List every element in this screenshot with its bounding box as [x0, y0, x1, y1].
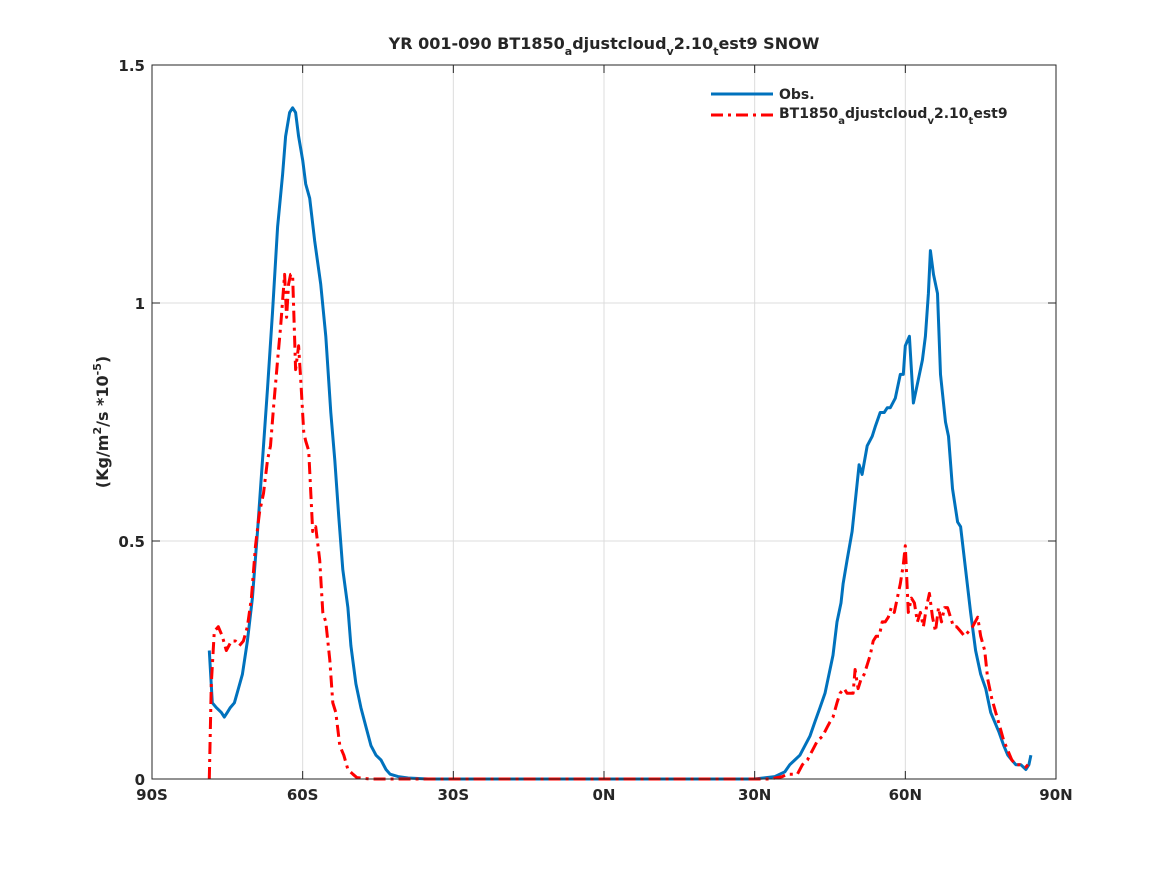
x-tick-label: 90S: [136, 786, 168, 804]
x-tick-label: 90N: [1039, 786, 1072, 804]
tick-labels: 90S 60S 30S 0N 30N 60N 90N 0 0.5 1 1.5: [118, 57, 1072, 804]
y-axis-label: (Kg/m2/s *10-5): [91, 356, 112, 488]
legend: Obs. BT1850adjustcloudv2.10test9: [711, 87, 1008, 127]
ticks: [151, 64, 1057, 780]
series-layer: [207, 106, 1033, 781]
x-tick-label: 0N: [593, 786, 616, 804]
y-tick-label: 1: [135, 295, 145, 313]
x-tick-label: 60S: [287, 786, 319, 804]
legend-label-obs: Obs.: [779, 87, 815, 103]
legend-label-model: BT1850adjustcloudv2.10test9: [779, 106, 1008, 127]
y-tick-label: 0: [135, 771, 145, 789]
series-line-obs: [207, 106, 1033, 781]
x-tick-label: 60N: [889, 786, 922, 804]
chart-title: YR 001-090 BT1850adjustcloudv2.10test9 S…: [388, 34, 820, 58]
series-line-model: [207, 272, 1030, 781]
grid: [152, 65, 1056, 779]
x-tick-label: 30S: [437, 786, 469, 804]
y-tick-label: 0.5: [118, 533, 145, 551]
x-tick-label: 30N: [738, 786, 771, 804]
y-tick-label: 1.5: [118, 57, 145, 75]
